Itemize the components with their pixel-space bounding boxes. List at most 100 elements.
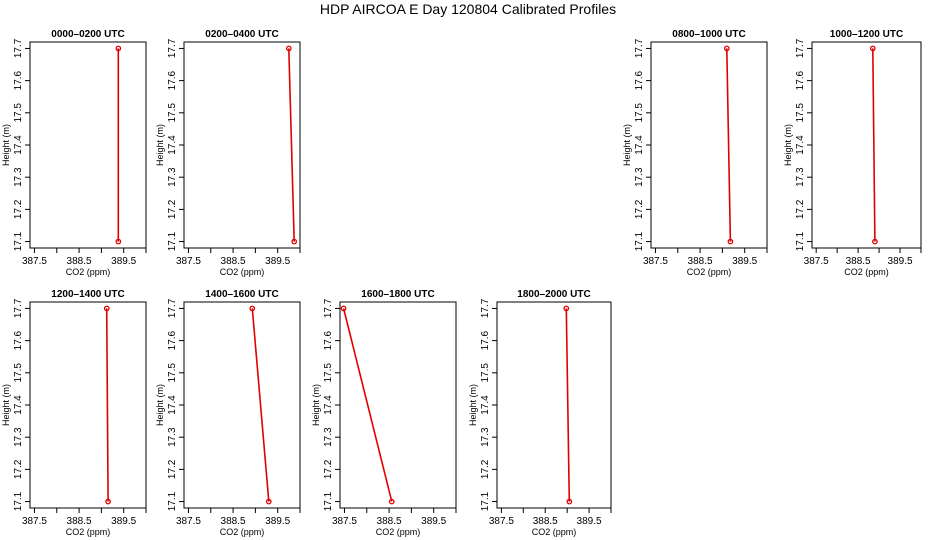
profile-line: [565, 308, 571, 502]
data-point: [105, 498, 111, 505]
data-point: [115, 238, 122, 245]
x-axis-label: CO2 (ppm): [66, 527, 111, 537]
plot-frame: [183, 301, 301, 509]
y-tick-label: 17.1: [323, 491, 334, 511]
y-tick-label: 17.1: [13, 491, 24, 511]
data-point: [872, 238, 878, 245]
x-tick-label: 388.5: [221, 516, 246, 527]
x-tick-label: 388.5: [221, 256, 246, 267]
x-tick-label: 389.5: [111, 516, 136, 527]
data-point: [566, 498, 573, 505]
y-tick-label: 17.3: [13, 427, 24, 447]
x-tick-label: 388.5: [377, 516, 402, 527]
y-tick-label: 17.2: [13, 199, 24, 219]
x-axis-label: CO2 (ppm): [220, 267, 265, 277]
x-axis-label: CO2 (ppm): [220, 527, 265, 537]
panel-title: 0800–1000 UTC: [672, 29, 745, 40]
y-tick-label: 17.3: [480, 427, 491, 447]
x-tick-label: 388.5: [67, 256, 92, 267]
y-tick-label: 17.7: [13, 38, 24, 58]
data-point: [388, 498, 395, 505]
plot-frame: [650, 41, 768, 249]
y-axis-label: Height (m): [622, 124, 632, 166]
x-tick-label: 387.5: [176, 256, 201, 267]
x-tick-label: 388.5: [688, 256, 713, 267]
y-tick-label: 17.5: [634, 103, 645, 123]
y-axis-label: Height (m): [155, 384, 165, 426]
y-tick-label: 17.7: [634, 38, 645, 58]
y-tick-label: 17.5: [480, 363, 491, 383]
y-tick-label: 17.4: [634, 135, 645, 155]
y-tick-label: 17.1: [167, 231, 178, 251]
chart-panel: 1400–1600 UTC 387.5 388.5 389.5 17.1 17.2 17.3…: [155, 289, 301, 537]
data-point: [115, 45, 122, 52]
data-point: [103, 305, 110, 312]
y-tick-label: 17.1: [634, 231, 645, 251]
x-tick-label: 387.5: [489, 516, 514, 527]
y-tick-label: 17.6: [480, 330, 491, 350]
chart-panel: 1800–2000 UTC 387.5 388.5 389.5 17.1 17.2 17.3…: [468, 289, 612, 537]
y-tick-label: 17.6: [167, 70, 178, 90]
data-point: [563, 305, 570, 312]
data-point: [727, 238, 734, 245]
x-axis-label: CO2 (ppm): [376, 527, 421, 537]
y-tick-label: 17.2: [795, 199, 806, 219]
x-tick-label: 387.5: [804, 256, 829, 267]
x-tick-label: 389.5: [888, 256, 913, 267]
y-axis-label: Height (m): [311, 384, 321, 426]
y-tick-label: 17.4: [13, 395, 24, 415]
x-tick-label: 387.5: [22, 516, 47, 527]
x-tick-label: 389.5: [265, 516, 290, 527]
y-tick-label: 17.3: [167, 427, 178, 447]
data-point: [723, 45, 730, 52]
y-tick-label: 17.7: [323, 298, 334, 318]
y-tick-label: 17.7: [13, 298, 24, 318]
plot-frame: [29, 41, 147, 249]
y-tick-label: 17.3: [167, 167, 178, 187]
x-tick-label: 388.5: [846, 256, 871, 267]
plot-frame: [339, 301, 457, 509]
x-tick-label: 387.5: [332, 516, 357, 527]
y-tick-label: 17.6: [634, 70, 645, 90]
chart-panel: 0000–0200 UTC 387.5 388.5 389.5 17.1 17.2 17.3…: [1, 29, 147, 277]
plot-frame: [496, 301, 612, 509]
profile-line: [872, 48, 876, 242]
plot-frame: [29, 301, 147, 509]
y-axis-label: Height (m): [155, 124, 165, 166]
y-tick-label: 17.6: [13, 330, 24, 350]
panel-title: 1400–1600 UTC: [205, 289, 278, 300]
y-tick-label: 17.5: [13, 103, 24, 123]
data-point: [285, 45, 292, 52]
y-tick-label: 17.7: [795, 38, 806, 58]
y-tick-label: 17.1: [480, 491, 491, 511]
panel-title: 1000–1200 UTC: [830, 29, 903, 40]
panel-title: 1200–1400 UTC: [51, 289, 124, 300]
y-tick-label: 17.2: [323, 459, 334, 479]
data-point: [265, 498, 272, 505]
y-tick-label: 17.3: [795, 167, 806, 187]
y-axis-label: Height (m): [783, 124, 793, 166]
chart-panel: 1000–1200 UTC 387.5 388.5 389.5 17.1 17.2 17.3…: [783, 29, 922, 277]
profile-line: [251, 308, 270, 502]
y-tick-label: 17.7: [480, 298, 491, 318]
y-axis-label: Height (m): [468, 384, 478, 426]
y-tick-label: 17.4: [167, 135, 178, 155]
x-axis-label: CO2 (ppm): [687, 267, 732, 277]
y-tick-label: 17.1: [13, 231, 24, 251]
x-axis-label: CO2 (ppm): [844, 267, 889, 277]
y-axis-label: Height (m): [1, 124, 11, 166]
y-tick-label: 17.2: [13, 459, 24, 479]
x-tick-label: 389.5: [732, 256, 757, 267]
data-point: [340, 305, 347, 312]
profile-line: [726, 48, 732, 242]
y-tick-label: 17.6: [323, 330, 334, 350]
data-point: [291, 238, 298, 245]
profile-line: [105, 308, 109, 502]
panel-title: 0200–0400 UTC: [205, 29, 278, 40]
y-tick-label: 17.5: [167, 363, 178, 383]
x-tick-label: 387.5: [22, 256, 47, 267]
x-tick-label: 387.5: [643, 256, 668, 267]
panel-title: 0000–0200 UTC: [51, 29, 124, 40]
profile-line: [342, 308, 393, 502]
figure-title: HDP AIRCOA E Day 120804 Calibrated Profi…: [319, 1, 617, 17]
